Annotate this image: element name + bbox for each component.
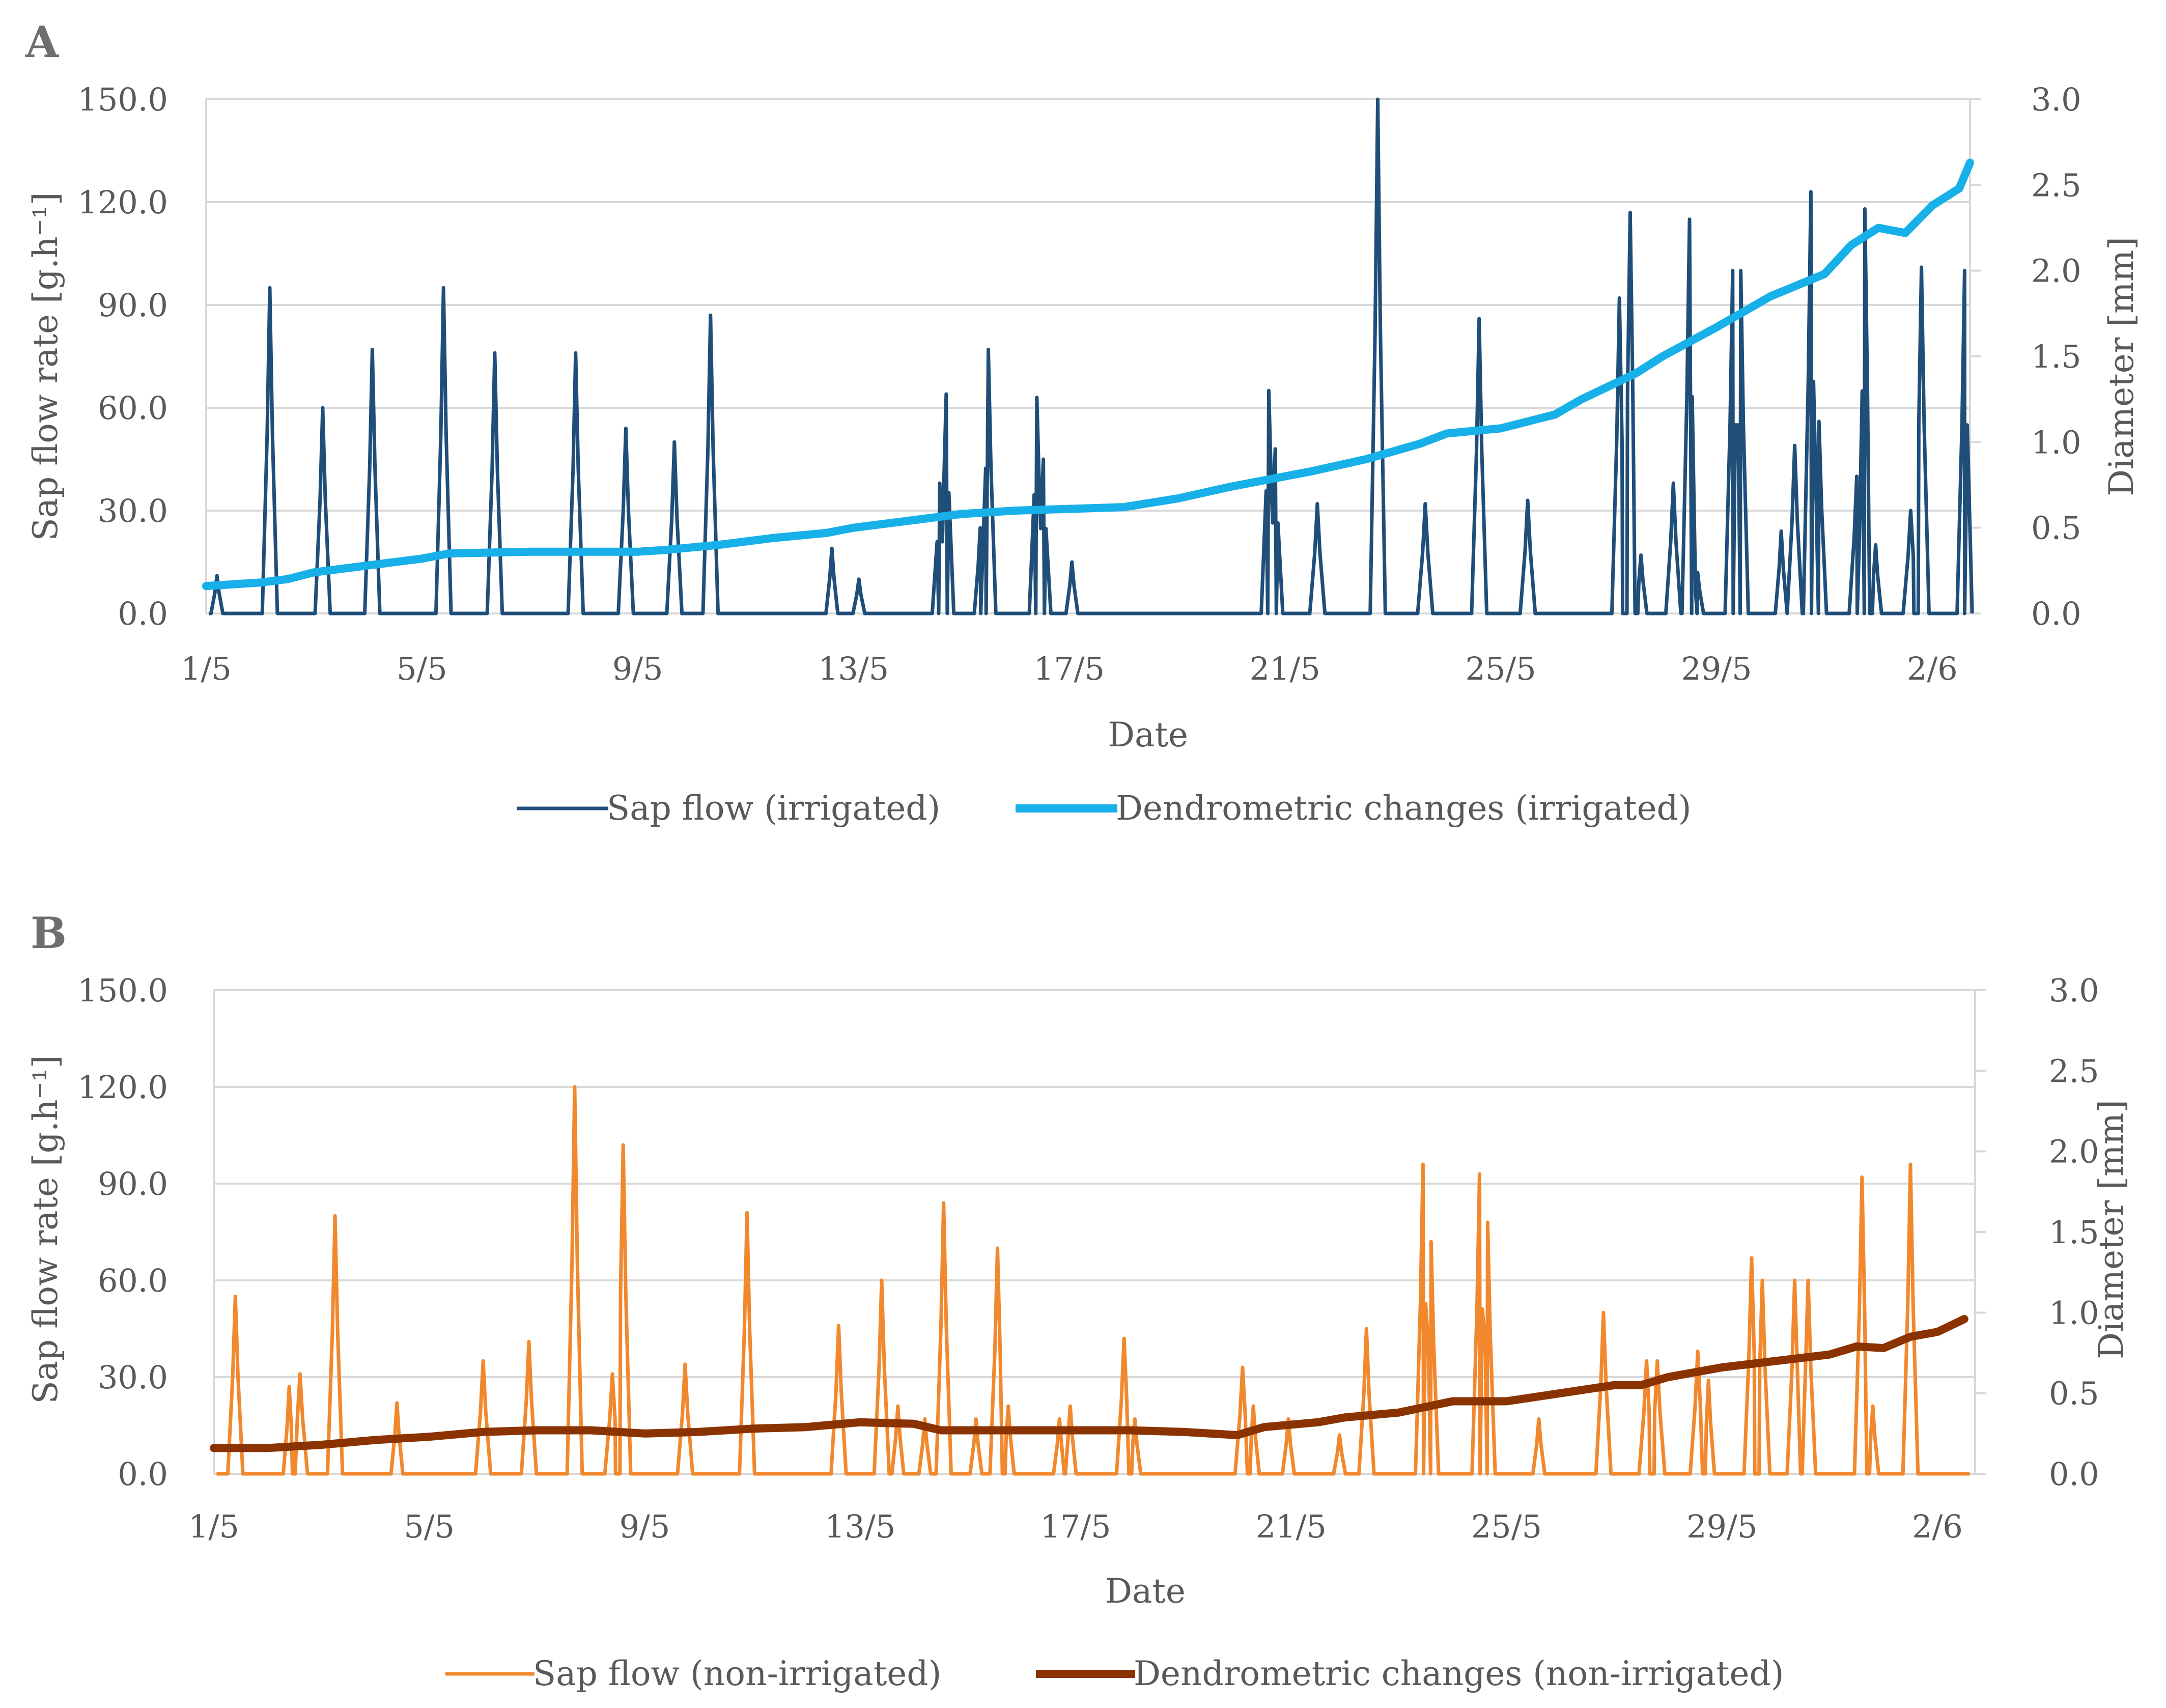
- series-line-dendrometric: [202, 158, 1974, 591]
- y2-tick-label: 0.0: [2031, 595, 2081, 632]
- y-tick-label: 120.0: [78, 1069, 168, 1106]
- panel-a-gridlines: [206, 98, 1970, 614]
- series-line-dendrometric: [210, 1315, 1968, 1452]
- x-tick-label: 17/5: [1040, 1508, 1111, 1545]
- panel-a-y-axis-title: Sap flow rate [g.h⁻¹]: [26, 192, 65, 541]
- y-tick-label: 90.0: [98, 287, 168, 324]
- panel-b-x-axis: 1/5 5/5 9/5 13/5 17/5 21/5 25/5 29/5 2/6: [188, 1508, 1963, 1545]
- y-tick-label: 30.0: [98, 1359, 168, 1396]
- x-tick-label: 2/6: [1907, 650, 1958, 687]
- panel-a-left-axis: 0.0 30.0 60.0 90.0 120.0 150.0: [78, 81, 207, 632]
- panel-a-right-axis: 0.0 0.5 1.0 1.5 2.0 2.5 3.0: [1969, 81, 2081, 632]
- y2-tick-label: 1.5: [2031, 338, 2081, 375]
- panel-a-x-axis-title: Date: [1108, 715, 1188, 754]
- y2-tick-label: 0.5: [2049, 1375, 2099, 1412]
- series-line-sap-flow: [209, 97, 1974, 615]
- panel-a-y2-axis-title: Diameter [mm]: [2102, 237, 2141, 496]
- x-tick-label: 17/5: [1034, 650, 1105, 687]
- x-tick-label: 25/5: [1466, 650, 1536, 687]
- y2-tick-label: 2.5: [2031, 166, 2081, 204]
- legend-label-sap-flow-irrigated: Sap flow (irrigated): [607, 789, 940, 828]
- panel-b-series: [210, 1085, 1970, 1476]
- x-tick-label: 13/5: [825, 1508, 895, 1545]
- x-tick-label: 5/5: [404, 1508, 455, 1545]
- x-tick-label: 2/6: [1912, 1508, 1963, 1545]
- x-tick-label: 21/5: [1256, 1508, 1327, 1545]
- x-tick-label: 9/5: [612, 650, 663, 687]
- panel-a-series: [202, 97, 1974, 615]
- x-tick-label: 25/5: [1471, 1508, 1542, 1545]
- y-tick-label: 60.0: [98, 1262, 168, 1299]
- y2-tick-label: 0.0: [2049, 1455, 2099, 1493]
- x-tick-label: 9/5: [620, 1508, 670, 1545]
- panel-b-legend: Sap flow (non-irrigated) Dendrometric ch…: [445, 1654, 1784, 1693]
- x-tick-label: 5/5: [397, 650, 447, 687]
- x-tick-label: 29/5: [1686, 1508, 1757, 1545]
- y2-tick-label: 0.5: [2031, 510, 2081, 547]
- panel-b: B 0.0 30.0 60.0 90.0 120.0 150.0 0.0 0.5 1.0 1.5…: [26, 908, 2131, 1693]
- panel-b-left-axis: 0.0 30.0 60.0 90.0 120.0 150.0: [78, 972, 215, 1493]
- y2-tick-label: 2.0: [2049, 1133, 2099, 1170]
- panel-b-letter: B: [31, 908, 67, 958]
- x-tick-label: 1/5: [188, 1508, 239, 1545]
- y-tick-label: 0.0: [118, 595, 168, 632]
- panel-a: A 0.0 30.0 60.0 90.0 120.0 150.0 0.0 0.5 1.0 1.5…: [25, 17, 2141, 828]
- panel-b-right-axis: 0.0 0.5 1.0 1.5 2.0 2.5 3.0: [1974, 972, 2099, 1493]
- legend-label-dendrometric-nonirrigated: Dendrometric changes (non-irrigated): [1134, 1654, 1784, 1693]
- x-tick-label: 29/5: [1681, 650, 1752, 687]
- panel-b-x-axis-title: Date: [1105, 1572, 1186, 1611]
- y-tick-label: 120.0: [78, 184, 168, 221]
- panel-b-y2-axis-title: Diameter [mm]: [2092, 1100, 2131, 1359]
- y2-tick-label: 3.0: [2031, 81, 2081, 118]
- y-tick-label: 60.0: [98, 389, 168, 427]
- y-tick-label: 30.0: [98, 492, 168, 529]
- legend-label-sap-flow-nonirrigated: Sap flow (non-irrigated): [533, 1654, 941, 1693]
- y-tick-label: 150.0: [78, 972, 168, 1009]
- y2-tick-label: 2.5: [2049, 1052, 2099, 1089]
- x-tick-label: 13/5: [818, 650, 889, 687]
- panel-a-x-axis: 1/5 5/5 9/5 13/5 17/5 21/5 25/5 29/5 2/6: [181, 650, 1958, 687]
- legend-label-dendrometric-irrigated: Dendrometric changes (irrigated): [1116, 789, 1692, 828]
- x-tick-label: 1/5: [181, 650, 232, 687]
- y2-tick-label: 3.0: [2049, 972, 2099, 1009]
- panel-a-letter: A: [25, 17, 60, 67]
- panel-b-y-axis-title: Sap flow rate [g.h⁻¹]: [26, 1055, 65, 1404]
- y2-tick-label: 1.0: [2031, 424, 2081, 461]
- y-tick-label: 150.0: [78, 81, 168, 118]
- series-line-sap-flow: [216, 1085, 1970, 1476]
- y2-tick-label: 1.5: [2049, 1214, 2099, 1251]
- y2-tick-label: 2.0: [2031, 253, 2081, 290]
- y-tick-label: 0.0: [118, 1455, 168, 1493]
- panel-a-legend: Sap flow (irrigated) Dendrometric change…: [517, 789, 1692, 828]
- y2-tick-label: 1.0: [2049, 1294, 2099, 1331]
- y-tick-label: 90.0: [98, 1165, 168, 1202]
- x-tick-label: 21/5: [1250, 650, 1320, 687]
